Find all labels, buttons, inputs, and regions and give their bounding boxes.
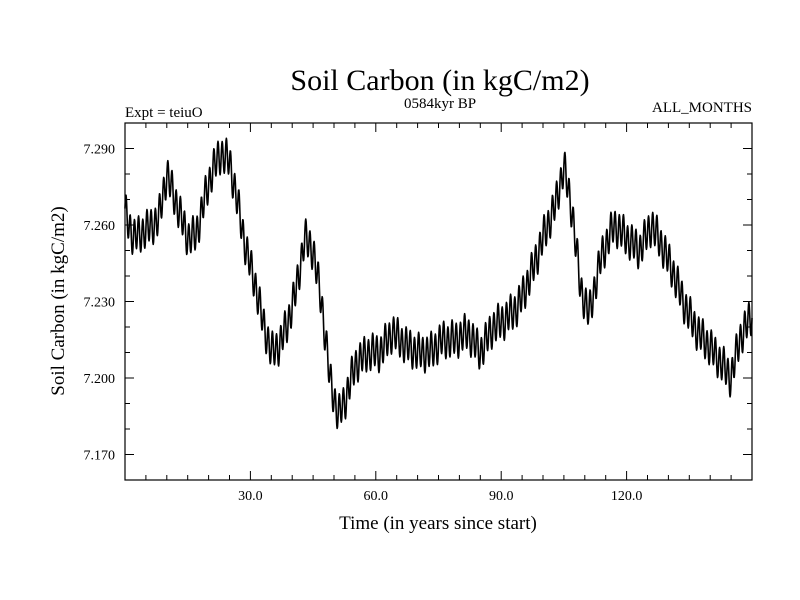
y-tick-label: 7.290 (84, 143, 116, 158)
series-line (124, 137, 753, 430)
period-label: ALL_MONTHS (652, 100, 752, 116)
y-tick-label: 7.200 (84, 372, 116, 387)
x-tick-label: 30.0 (238, 489, 263, 504)
x-tick-label: 60.0 (364, 489, 389, 504)
experiment-label: Expt = teiuO (125, 105, 203, 121)
x-axis-label: Time (in years since start) (339, 513, 537, 534)
y-tick-label: 7.260 (84, 219, 116, 234)
y-axis: 7.170 7.200 7.230 7.260 7.290 (84, 143, 752, 481)
x-tick-label: 90.0 (489, 489, 514, 504)
x-tick-label: 120.0 (611, 489, 643, 504)
y-axis-label: Soil Carbon (in kgC/m2) (48, 206, 69, 395)
plot-frame (124, 122, 753, 481)
y-tick-label: 7.230 (84, 296, 116, 311)
y-tick-label: 7.170 (84, 449, 116, 464)
chart-title: Soil Carbon (in kgC/m2) (290, 64, 589, 97)
chart-subtitle: 0584kyr BP (404, 96, 476, 112)
x-axis: 30.0 60.0 90.0 120.0 (145, 123, 732, 504)
